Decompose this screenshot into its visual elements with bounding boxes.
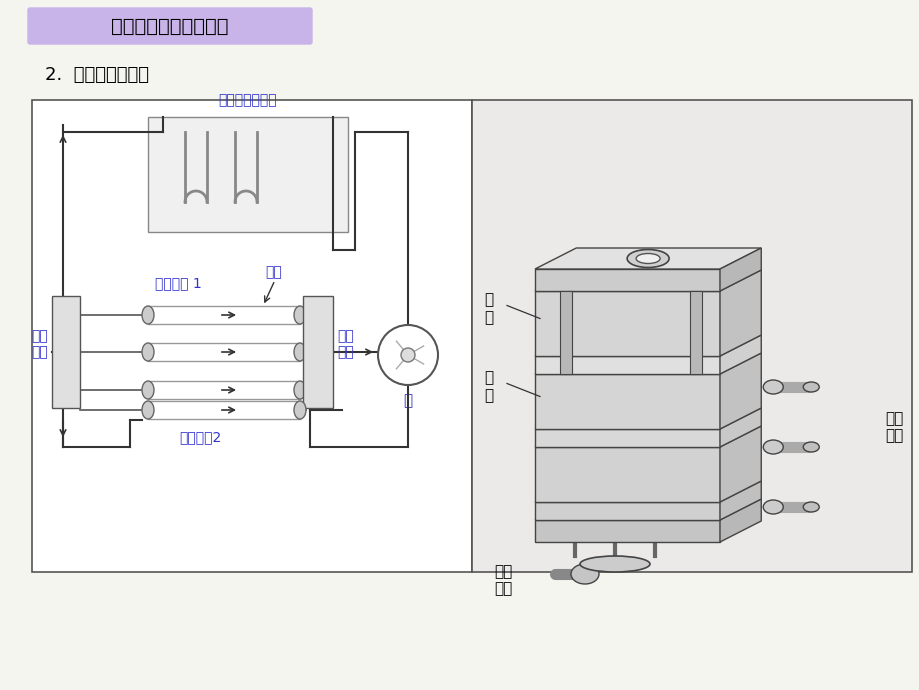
Polygon shape	[535, 353, 760, 374]
Polygon shape	[535, 481, 760, 502]
Circle shape	[401, 348, 414, 362]
Text: 泵: 泵	[403, 393, 412, 408]
Text: 2.  模具冷却系统：: 2. 模具冷却系统：	[45, 66, 149, 84]
Polygon shape	[720, 353, 760, 429]
Polygon shape	[535, 269, 720, 291]
Text: 供给
歧管: 供给 歧管	[336, 329, 354, 359]
Text: 供给
歧管: 供给 歧管	[494, 564, 512, 596]
Polygon shape	[535, 499, 760, 520]
Text: 一、冷却水路设计原则: 一、冷却水路设计原则	[111, 17, 229, 35]
Ellipse shape	[142, 381, 153, 399]
Polygon shape	[535, 335, 760, 356]
Polygon shape	[720, 248, 760, 291]
Polygon shape	[535, 426, 760, 447]
Bar	[689, 291, 701, 374]
Polygon shape	[535, 520, 720, 542]
Polygon shape	[535, 429, 720, 447]
Ellipse shape	[571, 564, 598, 584]
Polygon shape	[720, 335, 760, 374]
Polygon shape	[535, 408, 760, 429]
Text: 冷却水路2: 冷却水路2	[178, 430, 221, 444]
Circle shape	[378, 325, 437, 385]
Ellipse shape	[802, 382, 818, 392]
Polygon shape	[720, 408, 760, 447]
Ellipse shape	[294, 381, 306, 399]
Text: 模具温度调节器: 模具温度调节器	[219, 93, 277, 107]
Polygon shape	[535, 270, 760, 291]
Text: 静
模: 静 模	[483, 293, 493, 325]
Ellipse shape	[142, 306, 153, 324]
Polygon shape	[720, 481, 760, 520]
Polygon shape	[720, 426, 760, 502]
Ellipse shape	[579, 556, 650, 572]
FancyBboxPatch shape	[28, 8, 312, 44]
Ellipse shape	[142, 343, 153, 361]
Ellipse shape	[635, 253, 660, 264]
Bar	[32, 100, 471, 572]
Ellipse shape	[294, 343, 306, 361]
Text: 冷却回路 1: 冷却回路 1	[154, 276, 201, 290]
Polygon shape	[720, 499, 760, 542]
Bar	[560, 291, 572, 374]
Ellipse shape	[763, 440, 782, 454]
Bar	[148, 117, 347, 232]
Polygon shape	[535, 291, 720, 356]
Ellipse shape	[802, 442, 818, 452]
Ellipse shape	[763, 380, 782, 394]
Text: 收集
歧管: 收集 歧管	[31, 329, 48, 359]
Text: 软管: 软管	[265, 265, 281, 279]
Polygon shape	[535, 374, 720, 429]
Ellipse shape	[627, 250, 668, 268]
Polygon shape	[535, 502, 720, 520]
Polygon shape	[535, 248, 760, 269]
Bar	[52, 296, 80, 408]
Text: 动
模: 动 模	[483, 371, 493, 403]
Bar	[471, 100, 911, 572]
Text: 收集
歧管: 收集 歧管	[885, 411, 903, 443]
Polygon shape	[720, 270, 760, 356]
Polygon shape	[535, 447, 720, 502]
Bar	[302, 296, 333, 408]
Polygon shape	[535, 356, 720, 374]
Ellipse shape	[142, 401, 153, 419]
Ellipse shape	[763, 500, 782, 514]
Ellipse shape	[294, 306, 306, 324]
Ellipse shape	[802, 502, 818, 512]
Ellipse shape	[294, 401, 306, 419]
